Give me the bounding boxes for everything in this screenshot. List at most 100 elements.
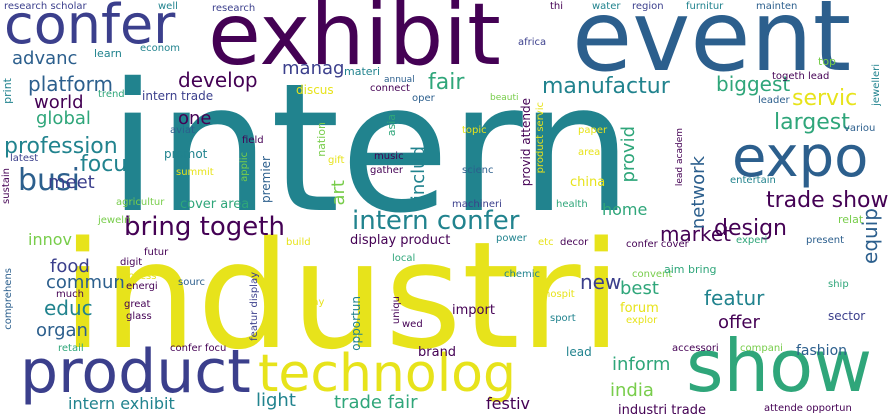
cloud-word: display product — [350, 233, 451, 248]
cloud-word: servic — [792, 86, 858, 111]
cloud-word: best — [620, 278, 659, 299]
cloud-word: oper — [412, 93, 435, 104]
cloud-word: entertain — [730, 175, 776, 186]
cloud-word: thi — [550, 1, 564, 12]
cloud-word: machineri — [452, 199, 502, 210]
cloud-word: sector — [828, 309, 866, 323]
cloud-word: research scholar — [4, 1, 87, 12]
cloud-word: new — [580, 270, 622, 294]
cloud-word: gather — [370, 165, 403, 176]
cloud-word: health — [556, 199, 588, 210]
cloud-word: technolog — [258, 344, 516, 404]
cloud-word: trade fair — [334, 392, 418, 413]
cloud-word: biggest — [716, 72, 791, 96]
cloud-word: design — [714, 216, 787, 241]
cloud-word: lead academ — [675, 128, 685, 187]
cloud-word: exhibit — [208, 0, 501, 85]
cloud-word: latest — [10, 153, 39, 164]
cloud-word: featur display — [249, 272, 260, 341]
cloud-word: africa — [518, 37, 547, 48]
cloud-word: research — [212, 3, 256, 14]
cloud-word: includ — [408, 146, 429, 201]
cloud-word: cover area — [180, 197, 250, 212]
cloud-word: summit — [176, 167, 214, 178]
cloud-word: confer — [4, 0, 176, 56]
cloud-word: materi — [344, 65, 381, 78]
cloud-word: explor — [626, 315, 658, 326]
cloud-word: wed — [402, 319, 423, 330]
cloud-word: day — [306, 297, 325, 308]
cloud-word: sport — [550, 313, 576, 324]
cloud-word: profession — [4, 134, 118, 159]
cloud-word: festiv — [486, 394, 530, 413]
cloud-word: platform — [28, 72, 113, 96]
cloud-word: featur — [704, 286, 765, 310]
cloud-word: jewelleri — [871, 64, 882, 106]
cloud-word: uniqu — [391, 296, 402, 325]
cloud-word: applic — [239, 152, 250, 182]
cloud-word: product — [20, 337, 251, 407]
cloud-word: scienc — [462, 165, 494, 176]
cloud-word: art — [328, 180, 349, 206]
cloud-word: togeth lead — [772, 71, 830, 82]
cloud-word: chemic — [504, 269, 541, 280]
cloud-word: process — [118, 271, 157, 282]
cloud-word: food — [50, 256, 90, 277]
cloud-word: inform — [612, 354, 671, 375]
cloud-word: well — [158, 1, 178, 12]
cloud-word: lead — [566, 345, 592, 359]
cloud-word: show — [686, 324, 873, 408]
cloud-word: brand — [418, 345, 457, 360]
cloud-word: water — [592, 1, 621, 12]
cloud-word: confer focu — [170, 343, 227, 354]
cloud-word: manufactur — [542, 74, 670, 99]
cloud-word: jewelri — [98, 215, 131, 226]
cloud-word: import — [452, 303, 495, 318]
cloud-word: beauti — [490, 93, 519, 103]
cloud-word: intern — [108, 45, 633, 252]
cloud-word: intern exhibit — [68, 394, 175, 413]
cloud-word: industri trade — [618, 403, 706, 418]
cloud-word: meet — [48, 172, 95, 193]
cloud-word: relat — [838, 213, 864, 226]
cloud-word: experi — [736, 235, 768, 246]
cloud-word: sourc — [178, 277, 206, 288]
cloud-word: local — [392, 253, 416, 264]
cloud-word: print — [1, 78, 14, 104]
cloud-word: manag — [282, 58, 345, 79]
cloud-word: event — [572, 0, 852, 94]
cloud-word: one — [178, 108, 212, 129]
cloud-word: mainten — [756, 1, 798, 12]
cloud-word: busi — [18, 163, 81, 198]
cloud-word: network — [688, 156, 709, 230]
cloud-word: industri — [62, 210, 622, 382]
cloud-word: fair — [428, 70, 465, 95]
cloud-word: trade show — [766, 188, 889, 213]
cloud-word: largest — [774, 110, 850, 135]
cloud-word: hospit — [544, 289, 575, 300]
cloud-word: aviat — [170, 125, 195, 136]
cloud-word: region — [632, 1, 664, 12]
cloud-word: global — [36, 108, 91, 129]
cloud-word: convent — [632, 269, 673, 280]
cloud-word: market — [660, 222, 731, 246]
cloud-word: compani — [740, 343, 783, 354]
cloud-word: develop — [178, 68, 258, 92]
cloud-word: light — [256, 390, 296, 411]
cloud-word: offer — [718, 312, 760, 333]
cloud-word: econom — [140, 43, 180, 54]
cloud-word: build — [286, 237, 311, 248]
cloud-word: connect — [370, 83, 410, 94]
cloud-word: paper — [578, 125, 608, 136]
cloud-word: agricultur — [116, 197, 165, 208]
cloud-word: world — [34, 92, 84, 113]
cloud-word: sustain — [1, 168, 12, 204]
cloud-word: attende opportun — [764, 403, 852, 414]
cloud-word: advanc — [12, 48, 78, 69]
cloud-word: fashion — [796, 343, 848, 359]
cloud-word: much — [56, 289, 84, 300]
cloud-word: trend — [98, 89, 125, 100]
cloud-word: home — [602, 200, 648, 219]
cloud-word: opportun — [349, 296, 363, 351]
